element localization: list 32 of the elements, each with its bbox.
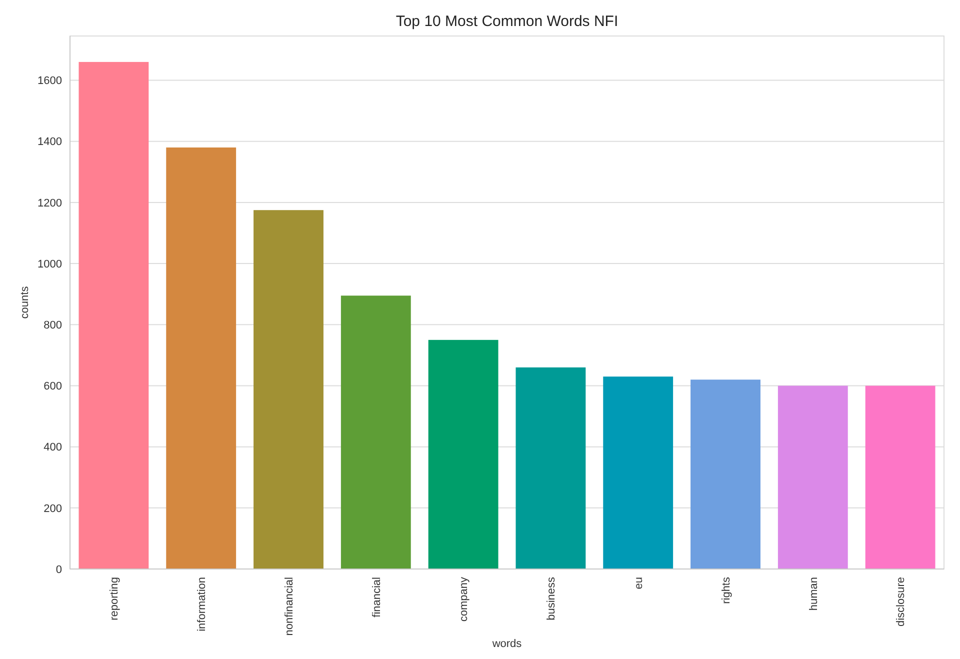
bar — [166, 147, 236, 569]
y-tick-label: 0 — [56, 564, 62, 576]
x-tick-label: nonfinancial — [283, 577, 296, 636]
x-tick-label: rights — [720, 576, 732, 604]
bar — [516, 367, 586, 569]
y-tick-label: 800 — [44, 319, 62, 332]
y-tick-label: 1400 — [38, 136, 62, 148]
y-tick-label: 1600 — [38, 75, 62, 88]
bar — [865, 386, 936, 569]
x-axis-title: words — [491, 638, 522, 650]
x-tick-label: company — [458, 576, 470, 622]
y-tick-label: 400 — [44, 442, 62, 454]
y-tick-label: 1200 — [38, 197, 62, 210]
bar — [78, 62, 149, 569]
x-tick-label: reporting — [108, 577, 121, 620]
y-tick-label: 200 — [44, 502, 62, 515]
bar — [603, 376, 674, 569]
x-tick-label: human — [808, 577, 820, 611]
bar — [778, 386, 848, 569]
x-tick-label: disclosure — [895, 577, 908, 627]
bar — [254, 210, 324, 569]
bar — [690, 380, 760, 569]
y-tick-label: 600 — [44, 380, 62, 393]
y-tick-label: 1000 — [38, 258, 62, 270]
x-tick-label: business — [546, 576, 558, 620]
chart-title: Top 10 Most Common Words NFI — [396, 13, 618, 30]
y-axis-title: counts — [19, 286, 31, 319]
bar — [428, 340, 498, 569]
x-tick-label: information — [196, 577, 208, 632]
x-tick-label: financial — [370, 577, 383, 618]
bar — [340, 296, 411, 569]
x-tick-label: eu — [632, 577, 645, 590]
